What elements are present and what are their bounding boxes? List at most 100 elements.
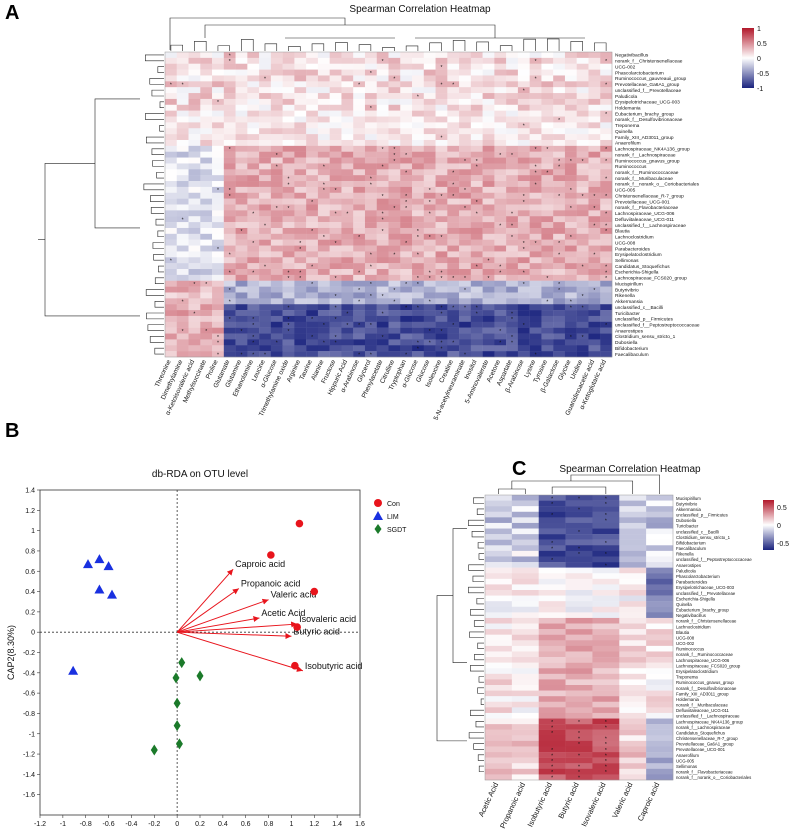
- heatmap-a-cell: [494, 216, 507, 223]
- heatmap-c-cell: [511, 690, 539, 697]
- heatmap-a-cell: [400, 134, 413, 141]
- heatmap-a-cell: [423, 151, 436, 158]
- heatmap-c-cell: [538, 573, 566, 580]
- rda-title: db-RDA on OTU level: [152, 469, 248, 480]
- heatmap-a-cell: [588, 151, 601, 158]
- heatmap-a-cell: [388, 345, 401, 352]
- heatmap-a-cell: [470, 239, 483, 246]
- heatmap-a-cell: [329, 204, 342, 211]
- heatmap-a-cell: [270, 345, 283, 352]
- heatmap-a-cell: [506, 274, 519, 281]
- heatmap-a-cell: [329, 57, 342, 64]
- heatmap-c-cell: [565, 735, 593, 742]
- heatmap-a-significance-mark: *: [370, 71, 372, 77]
- heatmap-a-cell: [400, 304, 413, 311]
- heatmap-a-cell: [376, 192, 389, 199]
- heatmap-c-cell: [511, 735, 539, 742]
- heatmap-a-cell: [470, 269, 483, 276]
- heatmap-a-cell: [200, 175, 213, 182]
- heatmap-a-cell: [364, 298, 377, 305]
- heatmap-c-cell: [619, 612, 647, 619]
- heatmap-a-cell: [412, 239, 424, 246]
- heatmap-a-cell: [176, 169, 189, 176]
- heatmap-a-cell: [341, 304, 354, 311]
- heatmap-a-cell: [176, 216, 189, 223]
- heatmap-a-cell: [482, 210, 495, 217]
- heatmap-a-significance-mark: *: [229, 147, 231, 153]
- heatmap-a-cell: [576, 192, 589, 199]
- heatmap-a-cell: [259, 298, 272, 305]
- heatmap-a-cell: [459, 204, 472, 211]
- heatmap-c-cell: [619, 707, 647, 714]
- row-dendrogram-branch: [476, 508, 484, 515]
- heatmap-a-cell: [212, 134, 225, 141]
- heatmap-a-cell: [282, 216, 295, 223]
- heatmap-a-significance-mark: *: [452, 323, 454, 329]
- heatmap-a-cell: [259, 157, 272, 164]
- heatmap-a-significance-mark: *: [288, 276, 290, 282]
- heatmap-c-cell: [646, 528, 674, 535]
- heatmap-c-cell: [565, 617, 593, 624]
- heatmap-a-cell: [176, 98, 189, 105]
- heatmap-a-cell: [506, 263, 519, 270]
- heatmap-a-significance-mark: *: [370, 264, 372, 270]
- heatmap-c-cell: [592, 495, 620, 501]
- heatmap-a-cell: [282, 351, 295, 358]
- heatmap-a-cell: [494, 222, 507, 229]
- heatmap-a-cell: [329, 139, 342, 147]
- heatmap-a-significance-mark: *: [288, 176, 290, 182]
- heatmap-a-cell: [212, 292, 225, 299]
- heatmap-a-cell: [564, 81, 577, 88]
- heatmap-a-cell: [576, 57, 589, 64]
- heatmap-a-cell: [364, 157, 377, 164]
- heatmap-a-cell: [517, 98, 530, 105]
- heatmap-a-significance-mark: *: [605, 159, 607, 165]
- heatmap-a-cell: [188, 63, 201, 70]
- column-dendrogram-branch: [241, 38, 254, 51]
- heatmap-a-cell: [506, 257, 519, 264]
- heatmap-a-cell: [376, 198, 389, 205]
- heatmap-a-row-label: Ruminococcus_gauvreauii_group: [615, 76, 687, 82]
- heatmap-a-cell: [470, 145, 483, 152]
- heatmap-a-cell: [200, 93, 213, 100]
- heatmap-a-cell: [517, 321, 530, 328]
- row-dendrogram-branch: [471, 531, 484, 538]
- row-dendrogram-branch: [158, 265, 164, 273]
- heatmap-a-significance-mark: *: [217, 335, 219, 341]
- heatmap-a-cell: [317, 274, 330, 281]
- rda-arrow-label: Valeric acid: [271, 590, 317, 600]
- heatmap-c-cell: [646, 740, 674, 747]
- heatmap-c-cell: [646, 590, 674, 596]
- heatmap-a-significance-mark: *: [299, 276, 301, 282]
- heatmap-a-cell: [576, 75, 589, 82]
- heatmap-a-cell: [200, 304, 213, 311]
- heatmap-a-cell: [165, 321, 177, 328]
- heatmap-a-cell: [341, 339, 354, 346]
- heatmap-a-cell: [282, 222, 295, 229]
- heatmap-c-cell: [646, 763, 674, 770]
- heatmap-a-cell: [459, 181, 472, 188]
- heatmap-a-cell: [188, 216, 201, 223]
- heatmap-a-cell: [588, 52, 601, 59]
- heatmap-a-significance-mark: *: [464, 188, 466, 194]
- heatmap-a-cell: [364, 286, 377, 293]
- heatmap-a-significance-mark: *: [535, 241, 537, 247]
- heatmap-a-cell: [447, 151, 460, 158]
- heatmap-a-cell: [282, 345, 295, 352]
- heatmap-a-cell: [412, 269, 424, 276]
- heatmap-a-cell: [247, 128, 260, 135]
- heatmap-a-cell: [412, 169, 424, 176]
- heatmap-a-cell: [564, 251, 577, 258]
- heatmap-a-cell: [353, 93, 366, 100]
- heatmap-a-cell: [400, 186, 413, 193]
- heatmap-a-cell: [165, 198, 177, 205]
- heatmap-a-cell: [282, 81, 295, 88]
- heatmap-a-cell: [247, 222, 260, 229]
- heatmap-a-cell: [317, 145, 330, 152]
- heatmap-a-cell: [212, 198, 225, 205]
- heatmap-a-cell: [506, 128, 519, 135]
- heatmap-a-cell: [259, 339, 272, 346]
- heatmap-c-cell: [538, 746, 566, 753]
- heatmap-a-cell: [423, 216, 436, 223]
- heatmap-a-cell: [223, 69, 236, 76]
